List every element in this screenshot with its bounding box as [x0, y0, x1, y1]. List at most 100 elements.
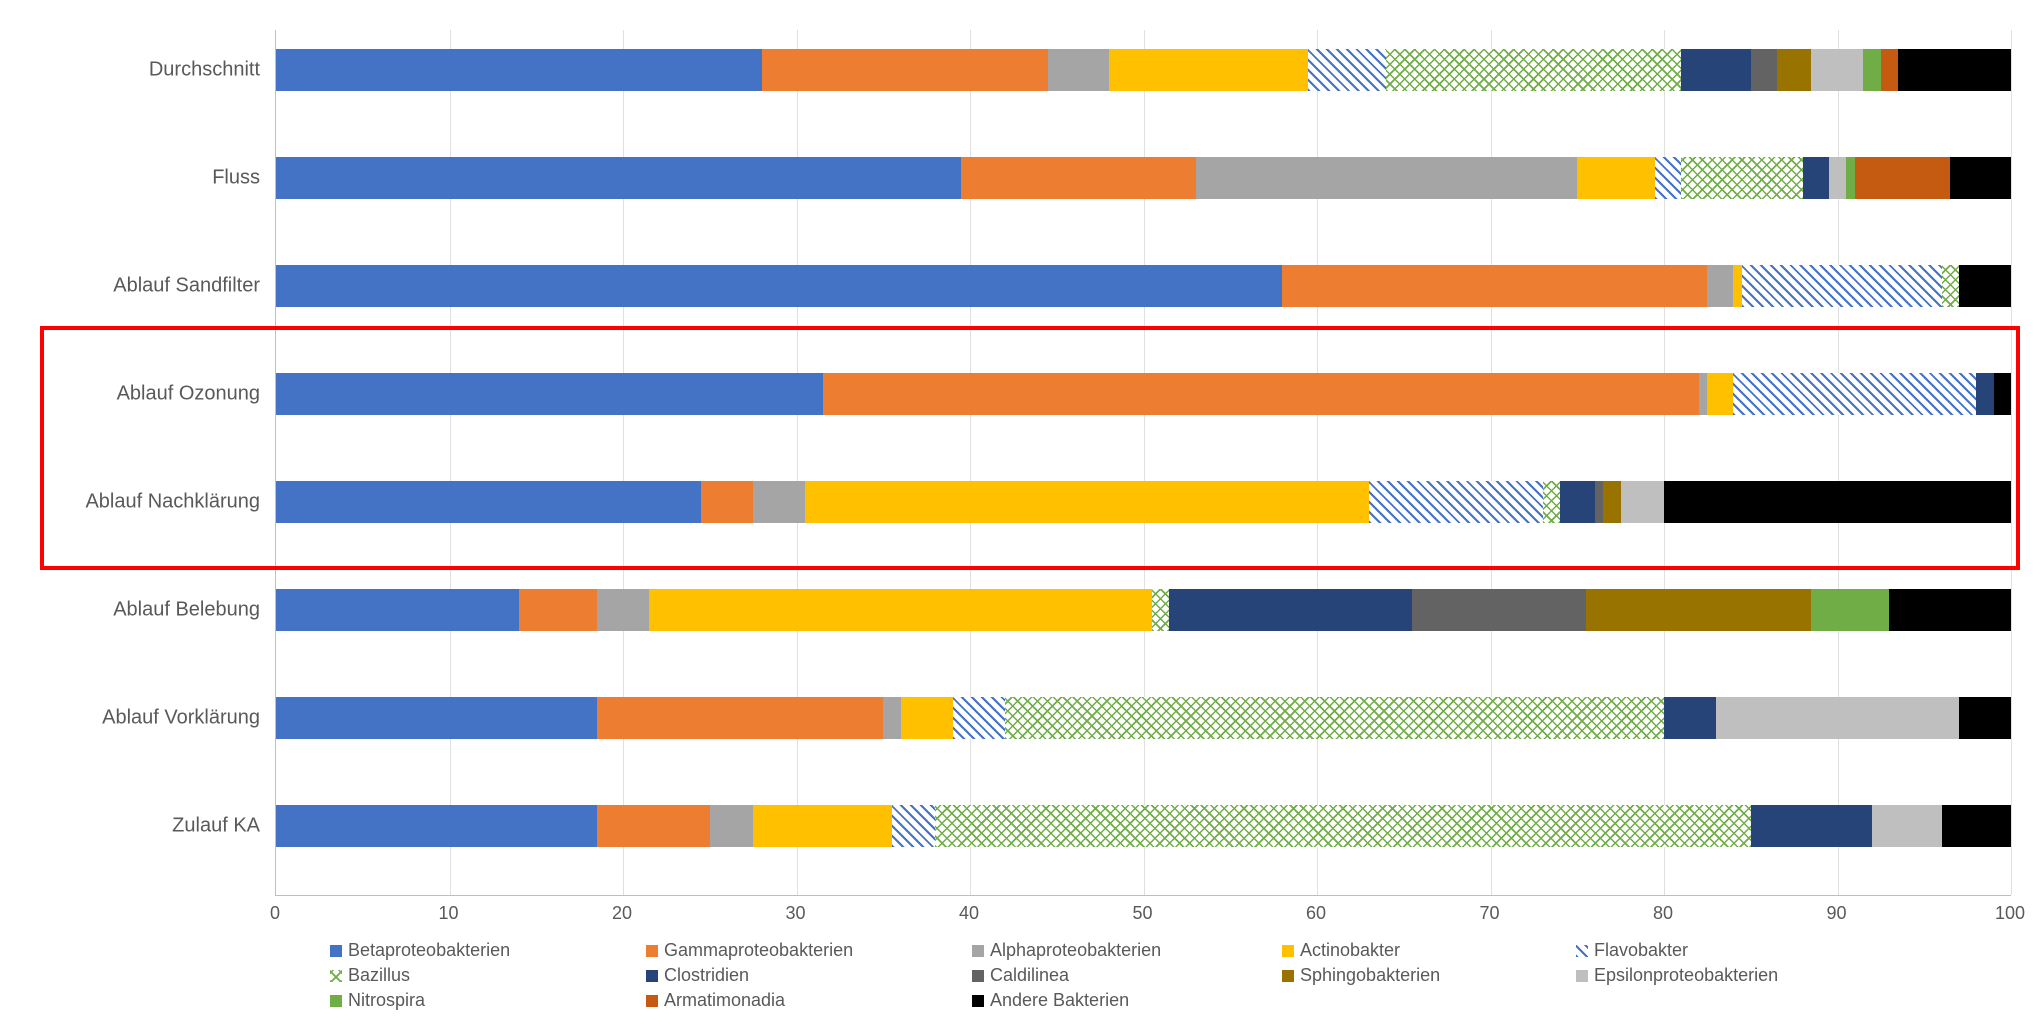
legend-item-actino: Actinobakter	[1282, 940, 1576, 961]
category-label: Durchschnitt	[149, 59, 260, 82]
legend-label: Actinobakter	[1300, 940, 1400, 961]
x-tick-label: 60	[1306, 903, 1326, 924]
segment-alpha	[597, 589, 649, 631]
legend-row: Betaproteobakterien Gammaproteobakterien A…	[330, 940, 1896, 961]
bar-row	[276, 49, 2011, 91]
segment-caldi	[1412, 589, 1586, 631]
segment-other	[1889, 589, 2010, 631]
legend-swatch	[1576, 945, 1588, 957]
segment-alpha	[710, 805, 753, 847]
legend-item-epsil: Epsilonproteobakterien	[1576, 965, 1896, 986]
x-tick-label: 100	[1995, 903, 2025, 924]
legend-item-sphing: Sphingobakterien	[1282, 965, 1576, 986]
segment-epsil	[1829, 157, 1846, 199]
legend-swatch	[1576, 970, 1588, 982]
segment-caldi	[1751, 49, 1777, 91]
segment-flavo	[1655, 157, 1681, 199]
segment-beta	[276, 265, 1282, 307]
legend-label: Armatimonadia	[664, 990, 785, 1011]
legend-label: Alphaproteobakterien	[990, 940, 1161, 961]
x-tick-label: 50	[1132, 903, 1152, 924]
legend-label: Clostridien	[664, 965, 749, 986]
segment-actino	[805, 481, 1369, 523]
segment-other	[1898, 49, 2011, 91]
segment-flavo	[1742, 265, 1942, 307]
bar-row	[276, 373, 2011, 415]
segment-other	[1959, 697, 2011, 739]
segment-alpha	[1707, 265, 1733, 307]
x-tick-label: 30	[785, 903, 805, 924]
segment-other	[1664, 481, 2011, 523]
bar-row	[276, 265, 2011, 307]
segment-clost	[1560, 481, 1595, 523]
segment-actino	[901, 697, 953, 739]
legend-item-gamma: Gammaproteobakterien	[646, 940, 972, 961]
segment-gamma	[823, 373, 1699, 415]
segment-caldi	[1595, 481, 1604, 523]
legend-swatch	[1282, 945, 1294, 957]
x-tick-label: 0	[270, 903, 280, 924]
legend-label: Sphingobakterien	[1300, 965, 1440, 986]
legend-swatch	[972, 970, 984, 982]
legend-item-other: Andere Bakterien	[972, 990, 1282, 1011]
segment-sphing	[1777, 49, 1812, 91]
legend-row: Nitrospira Armatimonadia Andere Bakterien	[330, 990, 1896, 1011]
legend-item-caldi: Caldilinea	[972, 965, 1282, 986]
segment-sphing	[1603, 481, 1620, 523]
legend-label: Betaproteobakterien	[348, 940, 510, 961]
segment-alpha	[753, 481, 805, 523]
gridline	[2011, 30, 2012, 895]
segment-epsil	[1621, 481, 1664, 523]
legend-label: Nitrospira	[348, 990, 425, 1011]
category-label: Ablauf Ozonung	[117, 383, 260, 406]
legend-item-clost: Clostridien	[646, 965, 972, 986]
legend-swatch	[330, 970, 342, 982]
segment-clost	[1681, 49, 1750, 91]
segment-beta	[276, 49, 762, 91]
segment-bazil	[1681, 157, 1802, 199]
category-label: Ablauf Sandfilter	[113, 275, 260, 298]
segment-gamma	[519, 589, 597, 631]
segment-beta	[276, 373, 823, 415]
x-tick-label: 80	[1653, 903, 1673, 924]
legend-label: Bazillus	[348, 965, 410, 986]
segment-flavo	[1733, 373, 1976, 415]
x-tick-label: 90	[1826, 903, 1846, 924]
segment-actino	[1733, 265, 1742, 307]
legend-swatch	[972, 995, 984, 1007]
bar-row	[276, 589, 2011, 631]
segment-epsil	[1872, 805, 1941, 847]
segment-armat	[1855, 157, 1950, 199]
bar-row	[276, 481, 2011, 523]
x-tick-label: 20	[612, 903, 632, 924]
legend-swatch	[646, 945, 658, 957]
segment-flavo	[953, 697, 1005, 739]
x-tick-label: 70	[1479, 903, 1499, 924]
segment-gamma	[597, 697, 883, 739]
segment-actino	[753, 805, 892, 847]
segment-epsil	[1716, 697, 1959, 739]
x-tick-label: 10	[438, 903, 458, 924]
segment-clost	[1169, 589, 1412, 631]
segment-beta	[276, 589, 519, 631]
legend-item-flavo: Flavobakter	[1576, 940, 1896, 961]
legend-swatch	[646, 970, 658, 982]
segment-nitro	[1863, 49, 1880, 91]
segment-alpha	[1699, 373, 1708, 415]
plot-area	[275, 30, 2011, 896]
segment-bazil	[1386, 49, 1681, 91]
segment-gamma	[701, 481, 753, 523]
segment-bazil	[1005, 697, 1664, 739]
bar-row	[276, 805, 2011, 847]
segment-beta	[276, 697, 597, 739]
segment-beta	[276, 157, 961, 199]
category-label: Zulauf KA	[172, 815, 260, 838]
legend-item-beta: Betaproteobakterien	[330, 940, 646, 961]
segment-clost	[1803, 157, 1829, 199]
segment-epsil	[1811, 49, 1863, 91]
legend-swatch	[330, 945, 342, 957]
legend-item-nitro: Nitrospira	[330, 990, 646, 1011]
legend-swatch	[646, 995, 658, 1007]
category-label: Ablauf Vorklärung	[102, 707, 260, 730]
segment-clost	[1751, 805, 1872, 847]
